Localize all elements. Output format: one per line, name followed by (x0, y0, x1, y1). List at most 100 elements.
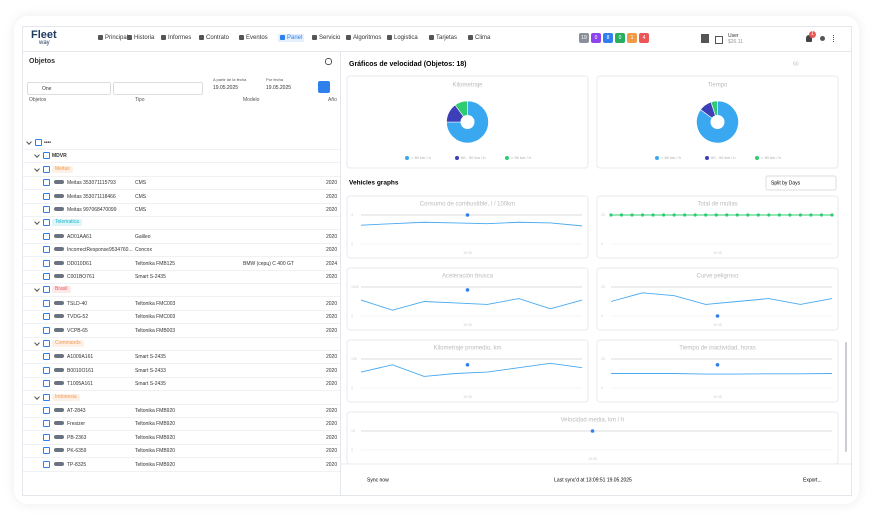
object-name[interactable]: B0010O161 (67, 367, 94, 374)
nav-item[interactable]: Contrato (199, 35, 229, 41)
object-row: MDVR (23, 149, 340, 164)
search-input[interactable] (113, 82, 203, 95)
status-badge[interactable]: 0 (615, 33, 625, 43)
checkbox[interactable] (35, 139, 42, 146)
object-name[interactable]: C001BO761 (67, 274, 95, 280)
expand-arrow[interactable] (26, 139, 32, 145)
checkbox[interactable] (43, 460, 50, 468)
object-name[interactable]: PK-6359 (67, 448, 87, 455)
nav-item[interactable]: Clima (468, 35, 490, 41)
checkbox[interactable] (43, 326, 50, 334)
checkbox[interactable] (43, 313, 50, 321)
status-badge[interactable]: 1 (627, 33, 637, 43)
nav-item[interactable]: Algoritmos (346, 35, 381, 41)
y-tick-label: 0 (351, 386, 353, 390)
object-name[interactable]: Meitas 353071115793 (67, 180, 116, 187)
nav-item[interactable]: Historia (127, 35, 154, 41)
object-name[interactable]: A1009A161 (67, 354, 94, 361)
date-from[interactable]: 19.05.2025 (213, 85, 239, 91)
nav-item[interactable]: Logistica (387, 35, 418, 41)
checkbox[interactable] (43, 447, 50, 455)
y-tick-label: 4 (351, 213, 353, 217)
data-point (672, 213, 676, 217)
status-badge[interactable]: 0 (591, 33, 601, 43)
vehicle-icon (54, 180, 64, 185)
object-row: PB-2363 Teltonika FMB920 2020 (23, 431, 340, 445)
checkbox[interactable] (43, 219, 50, 227)
nav-item[interactable]: Principal (98, 35, 128, 41)
search-button[interactable] (318, 81, 330, 93)
settings-icon[interactable] (820, 36, 825, 41)
vehicle-icon (54, 274, 64, 278)
expand-arrow[interactable] (34, 152, 40, 159)
expand-arrow[interactable] (34, 165, 40, 172)
checkbox[interactable] (43, 420, 50, 428)
checkbox[interactable] (43, 393, 50, 401)
object-name[interactable]: TVDG-52 (67, 314, 89, 321)
status-badge[interactable]: 4 (639, 33, 649, 43)
object-name[interactable]: TSLD-40 (67, 300, 88, 307)
date-to[interactable]: 19.05.2025 (266, 85, 292, 91)
object-name[interactable]: PB-2363 (67, 434, 87, 441)
object-row: TSLD-40 Teltonika FMC003 2020 (23, 297, 340, 311)
nav-item[interactable]: Informes (161, 35, 191, 41)
filter-select[interactable]: One (27, 82, 111, 95)
object-name[interactable]: T1005A161 (67, 381, 93, 388)
object-name[interactable]: Fresizer (67, 421, 86, 428)
checkbox[interactable] (43, 246, 50, 254)
checkbox[interactable] (43, 380, 50, 388)
split-select[interactable] (765, 175, 837, 191)
tag: Brasil (52, 286, 71, 294)
checkbox[interactable] (43, 165, 50, 173)
checkbox[interactable] (43, 179, 50, 187)
expand-arrow[interactable] (34, 286, 40, 293)
status-badge[interactable]: 8 (603, 33, 613, 43)
expand-arrow[interactable] (34, 393, 40, 400)
checkbox[interactable] (43, 152, 50, 160)
checkbox[interactable] (43, 407, 50, 414)
user-name[interactable]: User (728, 33, 739, 39)
checkbox[interactable] (43, 340, 50, 347)
object-name[interactable]: Meitas 353071118466 (67, 193, 116, 200)
object-name[interactable]: IncorrectResponse9534760... (67, 247, 133, 254)
interval-select[interactable]: 60 (793, 61, 799, 67)
logo[interactable]: Fleet (31, 29, 57, 41)
checkbox[interactable] (43, 206, 50, 213)
building-icon[interactable] (701, 34, 709, 43)
export-button[interactable]: Export... (803, 477, 822, 483)
object-name[interactable]: VCPB-65 (67, 327, 88, 334)
checkbox[interactable] (43, 353, 50, 361)
checkbox[interactable] (43, 192, 50, 200)
object-name[interactable]: AD01AA61 (67, 233, 92, 240)
sync-button[interactable]: Sync now (367, 477, 389, 483)
checkbox[interactable] (43, 232, 50, 240)
object-name[interactable]: AT-2843 (67, 408, 86, 414)
checkbox[interactable] (43, 433, 50, 441)
checkbox[interactable] (43, 273, 50, 280)
nav-item[interactable]: Panel (278, 34, 305, 42)
status-badge[interactable]: 19 (579, 33, 589, 43)
highlight-point (715, 363, 720, 367)
checkbox[interactable] (43, 299, 50, 307)
checkbox[interactable] (43, 366, 50, 374)
nav-item[interactable]: Tarjetas (429, 35, 457, 41)
object-name[interactable]: DD010D61 (67, 260, 92, 267)
nav-item[interactable]: Eventos (239, 35, 268, 41)
object-year: 2020 (326, 314, 338, 321)
data-point (777, 213, 781, 217)
expand-arrow[interactable] (34, 219, 40, 226)
checkbox[interactable] (43, 259, 50, 267)
nav-icon (346, 35, 351, 40)
menu-icon[interactable] (833, 35, 835, 42)
nav-item[interactable]: Servicio (312, 35, 340, 41)
refresh-icon[interactable] (325, 58, 332, 65)
vehicle-icon (54, 434, 64, 439)
object-name[interactable]: Meitas 997068470099 (67, 207, 117, 213)
object-name[interactable]: TP-8325 (67, 461, 87, 468)
bell-icon[interactable] (806, 35, 812, 42)
object-year: 2020 (326, 207, 338, 213)
expand-arrow[interactable] (34, 340, 40, 346)
vehicle-icon (54, 300, 64, 305)
checkbox[interactable] (43, 286, 50, 294)
wallet-icon[interactable] (715, 36, 723, 44)
